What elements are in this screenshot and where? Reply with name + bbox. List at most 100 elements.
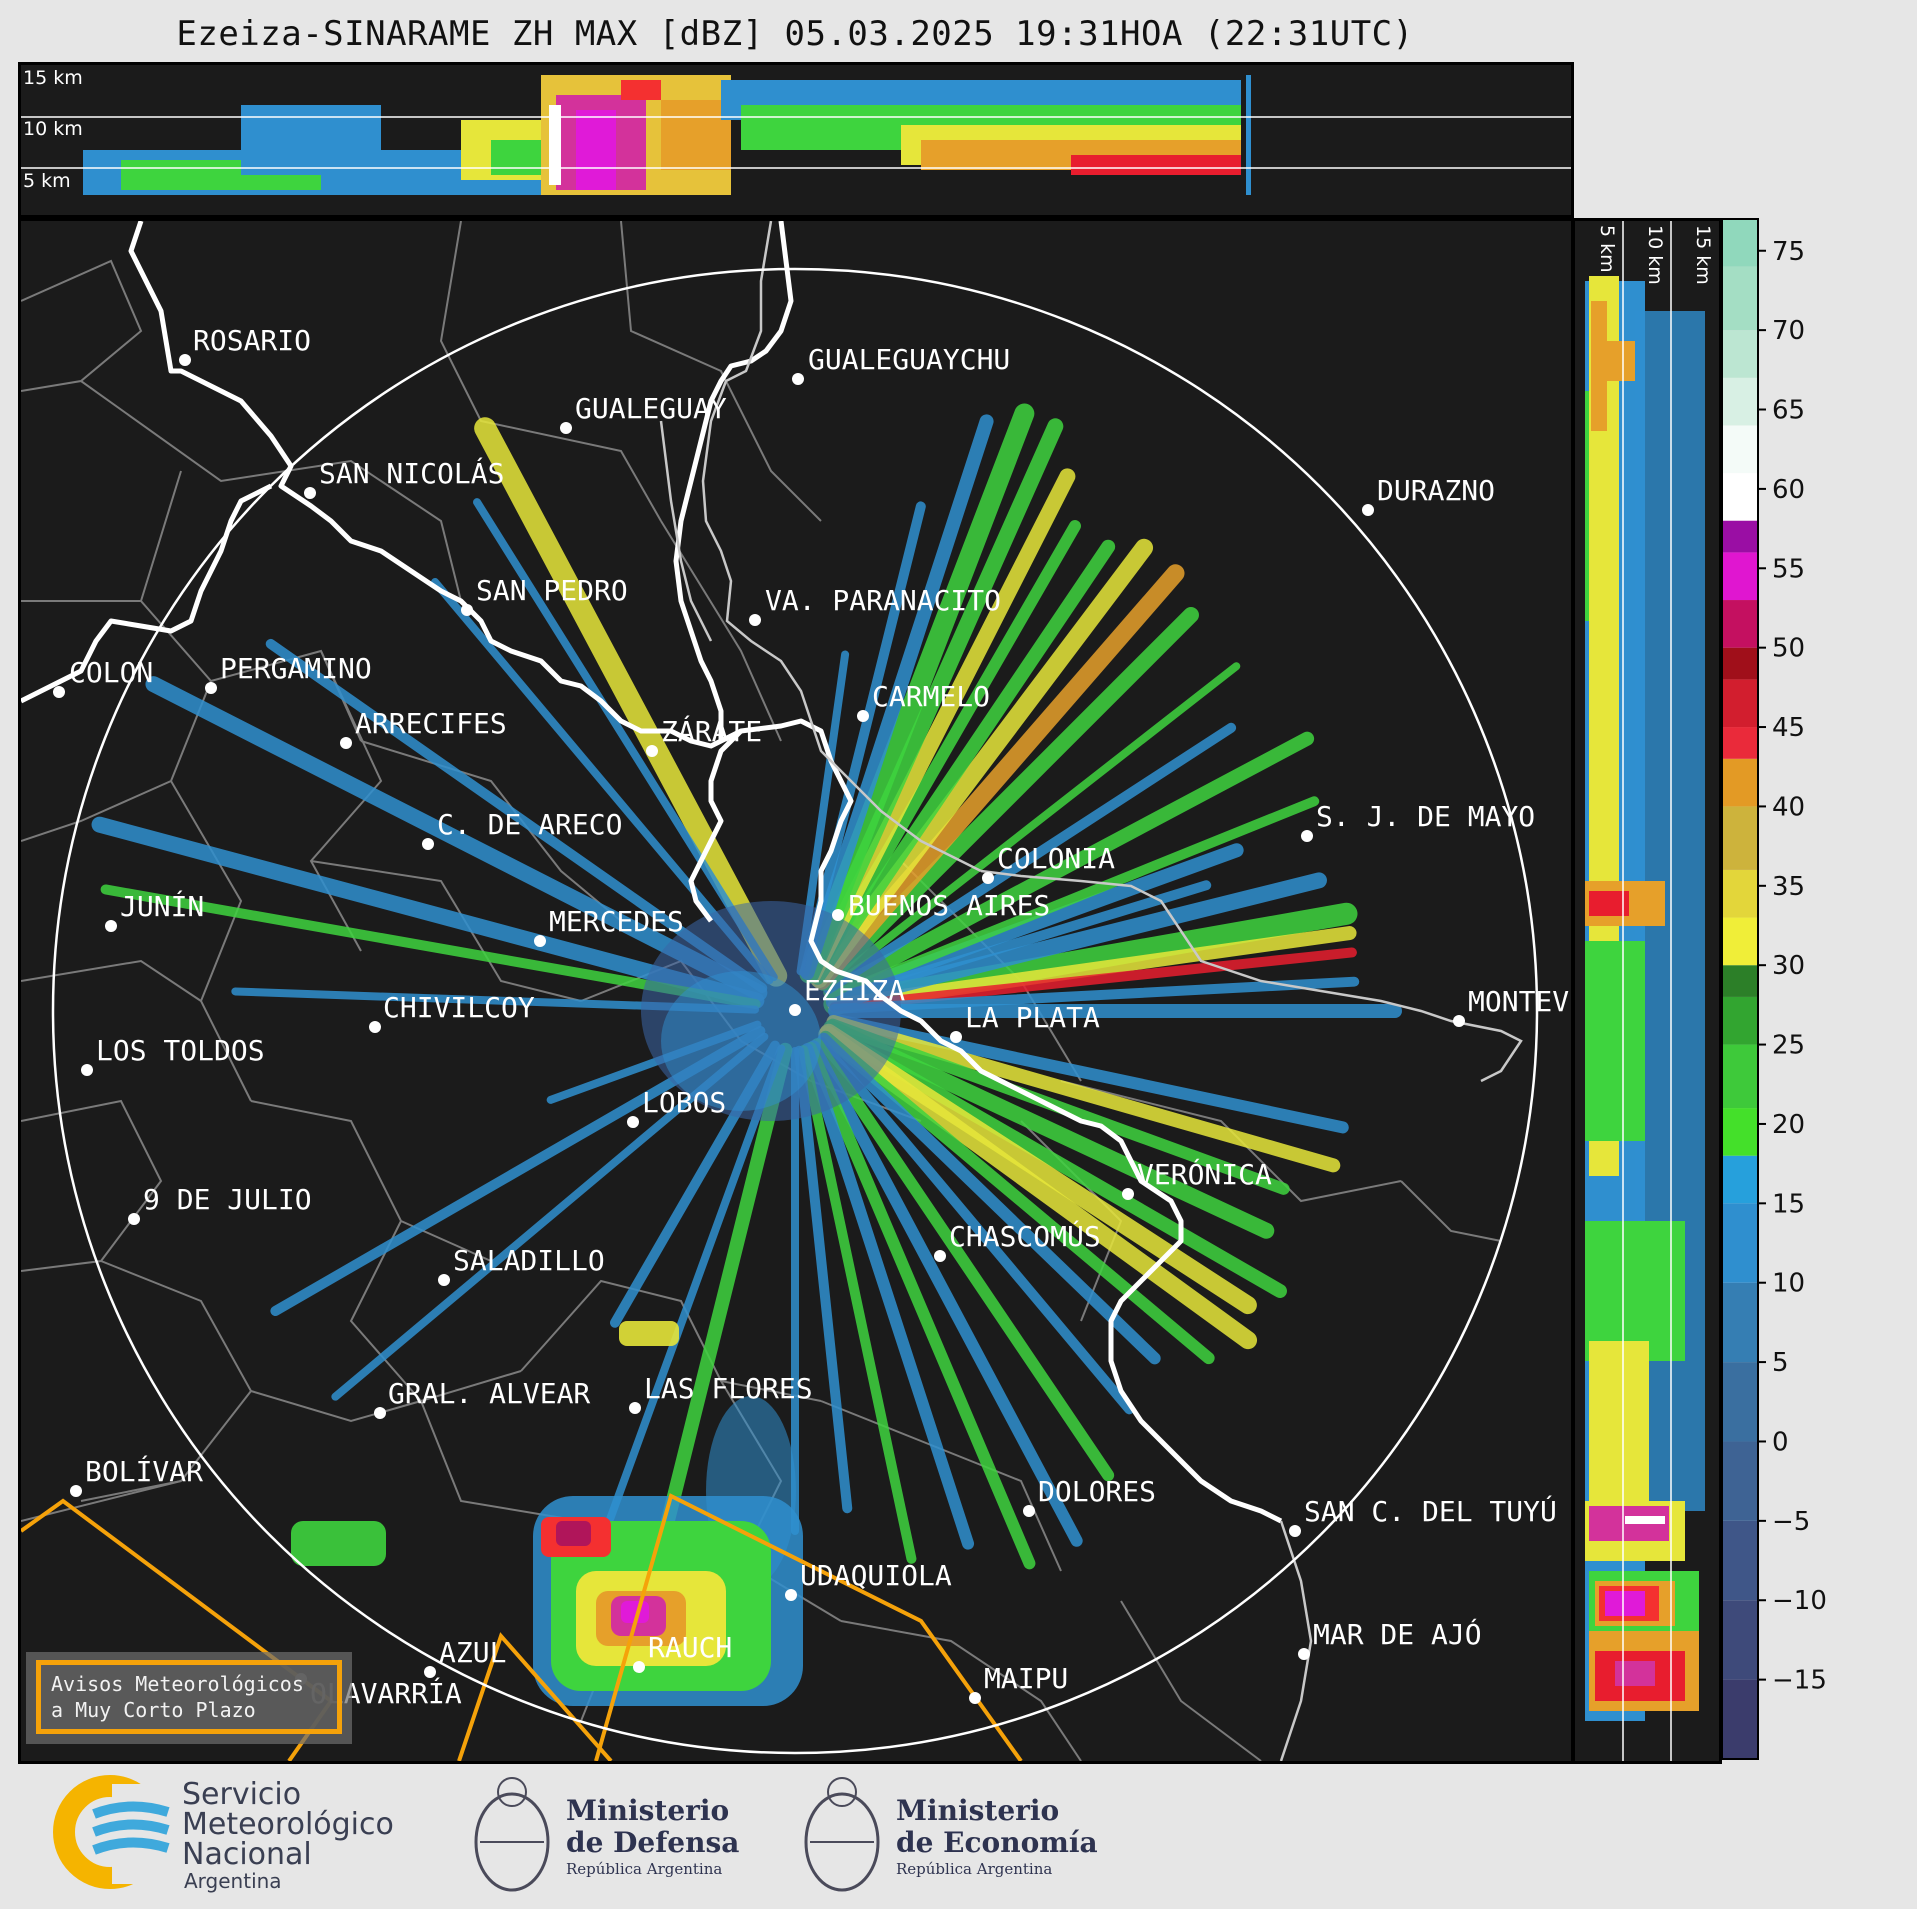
coat-of-arms-icon — [474, 1792, 550, 1892]
city-label: LOS TOLDOS — [96, 1034, 265, 1067]
colorbar-tick-label: 50 — [1772, 634, 1805, 664]
city-label: CHASCOMÚS — [949, 1219, 1101, 1253]
colorbar-band — [1722, 758, 1758, 807]
city-label: GUALEGUAY — [575, 392, 727, 425]
radar-ray — [799, 501, 926, 978]
colorbar-band — [1722, 1679, 1758, 1759]
top-height-label-15: 15 km — [23, 67, 83, 89]
city-dot — [629, 1402, 641, 1414]
top-echo-layers — [83, 75, 1251, 195]
city-dot — [1289, 1525, 1301, 1537]
city-dot — [560, 422, 572, 434]
city-label: MONTEVIDEO — [1468, 985, 1571, 1018]
colorbar-tick-label: 30 — [1772, 951, 1805, 981]
city-label: UDAQUIOLA — [800, 1559, 952, 1592]
radar-map: ROSARIO GUALEGUAYCHU GUALEGUAY SAN NICOLÁS D… — [21, 221, 1571, 1761]
colorbar-band — [1722, 552, 1758, 601]
radar-ray — [812, 564, 1185, 990]
city-label: COLONIA — [997, 842, 1115, 875]
radar-ray — [822, 662, 1241, 991]
smn-line-4: Argentina — [184, 1869, 282, 1893]
city-label: SAN NICOLÁS — [319, 456, 504, 490]
colorbar-band — [1722, 727, 1758, 759]
city-label: JUNÍN — [120, 889, 204, 923]
colorbar-band — [1722, 473, 1758, 521]
city-dot — [304, 487, 316, 499]
city-label: GRAL. ALVEAR — [388, 1377, 590, 1410]
colorbar-band — [1722, 996, 1758, 1045]
colorbar-tick-label: 75 — [1772, 237, 1805, 267]
colorbar-tick-label: 65 — [1772, 396, 1805, 426]
city-label: BOLÍVAR — [85, 1454, 203, 1488]
colorbar-tick-label: −5 — [1772, 1507, 1810, 1537]
range-ring — [51, 267, 1539, 1755]
city-dot — [1362, 504, 1374, 516]
city-label: GUALEGUAYCHU — [808, 343, 1010, 376]
warning-polygon-3 — [594, 1493, 1023, 1761]
logos-svg: Servicio Meteorológico Nacional Argentin… — [53, 1775, 1098, 1893]
colorbar-tick-label: 0 — [1772, 1427, 1789, 1457]
colorbar-tick-label: −10 — [1772, 1586, 1827, 1616]
city-label: PERGAMINO — [220, 652, 372, 685]
colorbar: 75 70 65 60 55 50 45 40 35 30 25 20 15 10 5 0 −5 −10 −15 — [1722, 218, 1912, 1762]
colorbar-tick-label: 10 — [1772, 1269, 1805, 1299]
city-label: SAN PEDRO — [476, 574, 628, 607]
radar-ray — [815, 1036, 1135, 1415]
colorbar-tick-label: 15 — [1772, 1189, 1805, 1219]
radar-ray — [799, 403, 1035, 984]
city-label: DOLORES — [1038, 1475, 1156, 1508]
city-label: ARRECIFES — [355, 707, 507, 740]
economia-line-3: República Argentina — [896, 1860, 1052, 1878]
city-labels: ROSARIO GUALEGUAYCHU GUALEGUAY SAN NICOLÁS D… — [53, 324, 1571, 1710]
colorbar-band — [1722, 1600, 1758, 1680]
city-label: LOBOS — [642, 1086, 726, 1119]
city-label: LAS FLORES — [644, 1372, 813, 1405]
city-dot — [461, 604, 473, 616]
city-label: BUENOS AIRES — [848, 889, 1050, 922]
radar-ray — [828, 1013, 1349, 1134]
radar-ray — [825, 872, 1327, 1010]
colorbar-tick-label: 70 — [1772, 316, 1805, 346]
colorbar-band — [1722, 520, 1758, 553]
colorbar-band — [1722, 1520, 1758, 1601]
city-dot — [179, 354, 191, 366]
radar-ray — [829, 947, 1357, 1012]
city-dot — [422, 838, 434, 850]
radar-ray — [827, 796, 1320, 1002]
coat-of-arms-icon — [804, 1792, 880, 1892]
side-height-label-15: 15 km — [1692, 225, 1714, 285]
city-dot — [969, 1692, 981, 1704]
city-label: RAUCH — [648, 1631, 732, 1664]
colorbar-band — [1722, 869, 1758, 918]
top-cross-section-panel: 15 km 10 km 5 km — [18, 62, 1574, 218]
radar-ray — [819, 1030, 1215, 1365]
city-dot — [633, 1661, 645, 1673]
radar-ray — [807, 1040, 1083, 1547]
city-dot — [1122, 1188, 1134, 1200]
side-echo-layers — [1585, 276, 1705, 1721]
city-dot — [857, 710, 869, 722]
colorbar-tick-label: 60 — [1772, 475, 1805, 505]
warning-legend-line-1: Avisos Meteorológicos — [51, 1672, 304, 1696]
radar-ray — [810, 539, 1116, 985]
colorbar-tick-label: 55 — [1772, 554, 1805, 584]
city-dot — [53, 686, 65, 698]
colorbar-band — [1722, 1203, 1758, 1283]
city-dot — [70, 1485, 82, 1497]
radar-ray — [823, 1019, 1275, 1239]
defensa-line-2: de Defensa — [566, 1826, 739, 1859]
colorbar-band — [1722, 679, 1758, 728]
city-label: DURAZNO — [1377, 474, 1495, 507]
radar-ray — [473, 498, 778, 982]
radar-ray — [804, 1041, 1036, 1570]
economia-logo: Ministerio de Economía República Argenti… — [804, 1777, 1098, 1892]
coastline — [21, 221, 1283, 1524]
colorbar-tick-label: 40 — [1772, 792, 1805, 822]
city-dot — [374, 1407, 386, 1419]
colorbar-band — [1722, 647, 1758, 680]
city-dot — [646, 745, 658, 757]
colorbar-tick-label: −15 — [1772, 1666, 1827, 1696]
colorbar-band — [1722, 425, 1758, 474]
city-dot — [1298, 1648, 1310, 1660]
